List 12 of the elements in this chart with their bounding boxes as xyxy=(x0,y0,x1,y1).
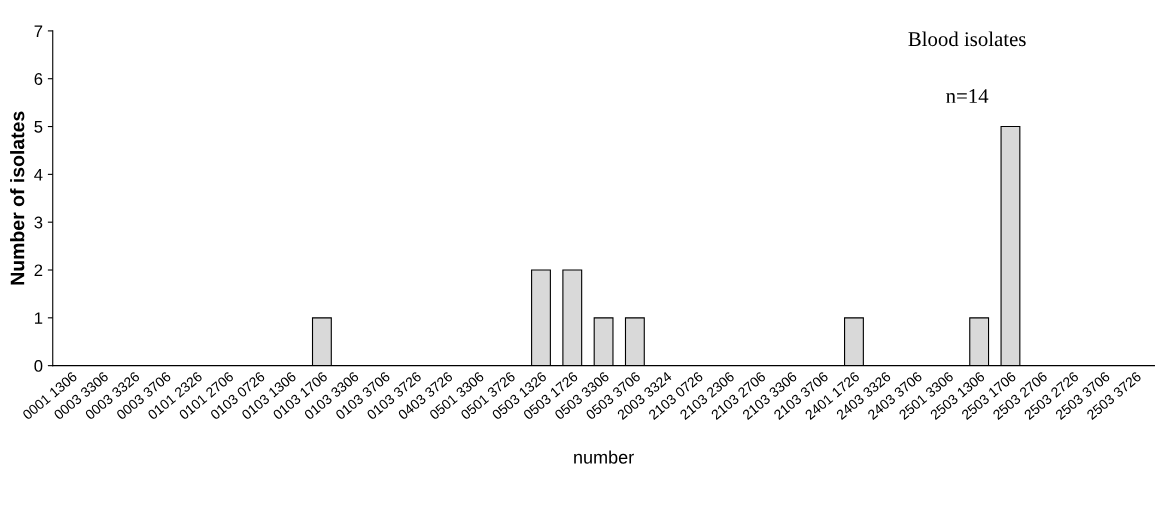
text: n=14 xyxy=(946,89,989,103)
y-tick-label: 3 xyxy=(34,216,43,229)
y-tick-label: 1 xyxy=(35,312,43,324)
y-tick-label: 7 xyxy=(34,25,43,37)
y-axis-title: Number of isolates xyxy=(10,111,25,285)
x-axis-title: number xyxy=(574,450,634,464)
y-tick-label: 5 xyxy=(34,121,43,133)
y-tick-label: 6 xyxy=(34,73,43,85)
chart-title: Blood isolates xyxy=(908,31,1026,47)
y-tick-label: 4 xyxy=(34,168,43,181)
y-tick-label: 2 xyxy=(34,264,43,277)
y-tick-label: 0 xyxy=(34,360,43,372)
